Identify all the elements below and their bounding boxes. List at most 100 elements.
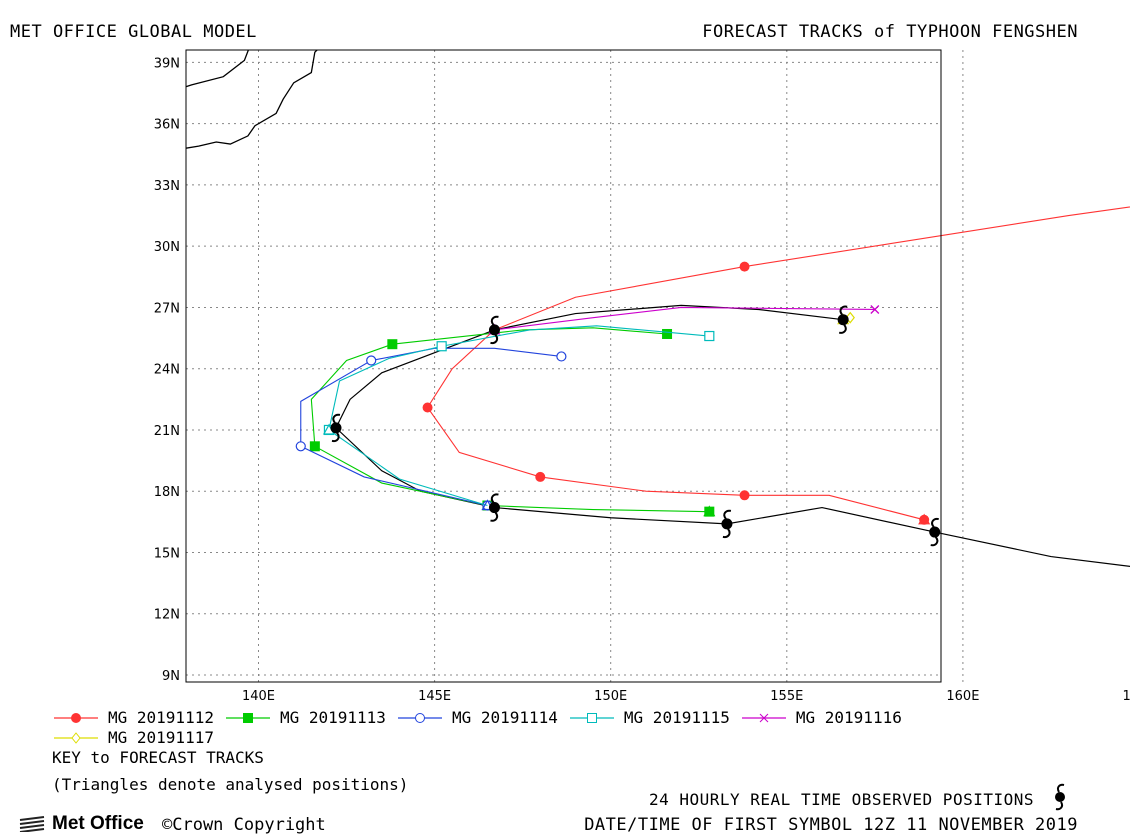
grid <box>186 50 964 682</box>
legend-item: MG 20191113 <box>224 708 386 727</box>
typhoon-symbol-arm <box>838 324 847 334</box>
legend-swatch-icon <box>741 713 786 722</box>
met-office-logo: Met Office <box>18 813 144 835</box>
series-point <box>704 330 715 342</box>
typhoon-symbol-arm <box>331 432 340 443</box>
legend-label: MG 20191116 <box>795 708 902 727</box>
first-symbol-date: DATE/TIME OF FIRST SYMBOL 12Z 11 NOVEMBE… <box>584 815 1078 835</box>
typhoon-symbol-core <box>330 422 342 434</box>
series-mg-20191115 <box>323 325 715 507</box>
typhoon-symbol-core <box>837 314 849 326</box>
legend-swatch-icon <box>54 712 98 723</box>
typhoon-symbol <box>837 305 849 334</box>
y-tick-label: 33N <box>154 179 180 194</box>
y-tick-label: 15N <box>154 546 180 561</box>
series-mg-20191112 <box>422 206 1130 525</box>
typhoon-symbol <box>721 509 733 539</box>
y-tick-label: 9N <box>162 669 180 684</box>
series-point <box>556 351 567 362</box>
typhoon-symbol-arm <box>839 305 848 316</box>
legend-item: MG 20191112 <box>52 708 214 727</box>
series-point <box>309 441 320 452</box>
legend-key-title: KEY to FORECAST TRACKS <box>52 748 264 767</box>
legend-row-1: MG 20191112 MG 20191113 MG 20191114 MG 2019… <box>52 708 912 727</box>
typhoon-symbol <box>929 517 941 547</box>
legend-item: MG 20191117 <box>52 728 214 747</box>
legend-swatch-icon <box>569 712 614 723</box>
typhoon-symbol-arm <box>931 517 939 528</box>
series-point <box>422 402 433 413</box>
series-point <box>704 506 715 517</box>
legend-row-2: MG 20191117 <box>52 728 224 747</box>
typhoon-symbol <box>330 413 342 443</box>
logo-text: Met Office <box>52 813 144 834</box>
chart-title: FORECAST TRACKS of TYPHOON FENGSHEN <box>702 22 1078 42</box>
x-tick-label: 145E <box>418 689 451 700</box>
copyright-text: ©Crown Copyright <box>162 815 326 835</box>
typhoon-symbol-core <box>929 526 941 538</box>
y-tick-label: 21N <box>154 424 180 439</box>
coastline <box>186 50 319 149</box>
observed-track <box>335 304 1130 567</box>
plot-frame <box>185 49 942 683</box>
series-line <box>426 206 1130 521</box>
legend-item: MG 20191114 <box>396 708 558 727</box>
typhoon-symbol-arm <box>490 511 499 522</box>
analysed-triangle <box>918 513 931 525</box>
series-line <box>328 325 710 507</box>
y-tick-label: 27N <box>154 301 180 316</box>
typhoon-symbol-icon <box>1055 783 1065 811</box>
coastline-segment <box>186 50 319 149</box>
series-point <box>387 339 398 350</box>
forecast-track-chart: 140E145E150E155E160E165E170E175E9N12N15N… <box>154 49 1130 700</box>
analysed-triangle <box>703 505 716 517</box>
series-point <box>295 441 306 452</box>
legend-label: MG 20191112 <box>108 708 214 727</box>
typhoon-symbol <box>488 315 500 345</box>
x-tick-label: 155E <box>770 689 803 700</box>
observed-positions-note: 24 HOURLY REAL TIME OBSERVED POSITIONS <box>648 790 1034 809</box>
series-mg-20191116 <box>494 305 880 331</box>
triangles-note: (Triangles denote analysed positions) <box>52 775 409 794</box>
x-tick-label: 165E <box>1122 689 1130 700</box>
typhoon-symbol-arm <box>722 528 731 539</box>
series-point <box>919 514 930 525</box>
typhoon-symbol-core <box>488 502 500 514</box>
legend-label: MG 20191117 <box>108 728 214 747</box>
legend-label: MG 20191114 <box>451 708 558 727</box>
legend-swatch-icon <box>54 731 98 744</box>
model-title: MET OFFICE GLOBAL MODEL <box>10 22 257 42</box>
coastline-segment <box>186 50 250 88</box>
series-line <box>494 306 875 331</box>
typhoon-symbol-arm <box>490 315 499 326</box>
y-tick-label: 12N <box>154 608 180 623</box>
legend-label: MG 20191115 <box>623 708 730 727</box>
analysed-triangles <box>322 313 931 525</box>
typhoon-symbol-arm <box>490 334 499 345</box>
series-point <box>366 355 377 366</box>
typhoon-symbol-arm <box>930 536 939 547</box>
observed-track-line <box>335 304 1130 567</box>
y-tick-label: 36N <box>154 118 180 133</box>
typhoon-symbol-core <box>721 518 733 530</box>
typhoon-symbol-arm <box>332 413 341 424</box>
y-tick-label: 39N <box>154 56 180 71</box>
y-tick-label: 18N <box>154 485 180 500</box>
met-office-wave-icon <box>19 816 45 832</box>
x-tick-label: 160E <box>946 689 979 700</box>
series-line <box>310 327 710 513</box>
series-line <box>300 347 562 507</box>
x-tick-label: 140E <box>242 689 275 700</box>
legend-item: MG 20191115 <box>568 708 730 727</box>
y-tick-label: 30N <box>154 240 180 255</box>
typhoon-symbol <box>488 493 500 522</box>
series-point <box>535 471 546 482</box>
typhoon-symbol-arm <box>723 509 732 520</box>
typhoon-symbol-core <box>488 324 500 336</box>
legend-swatch-icon <box>225 712 270 723</box>
series-point <box>870 305 880 314</box>
legend-item: MG 20191116 <box>740 708 902 727</box>
series-point <box>662 328 673 339</box>
y-tick-label: 24N <box>154 363 180 378</box>
series-point <box>739 490 750 501</box>
